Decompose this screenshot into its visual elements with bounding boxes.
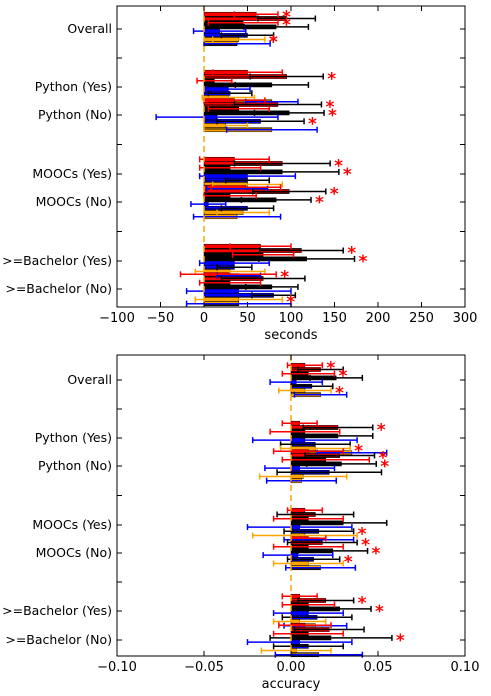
x-axis-label-accuracy: accuracy — [262, 677, 321, 692]
significance-star: * — [326, 358, 335, 378]
x-axis-label-seconds: seconds — [264, 328, 317, 343]
significance-star: * — [339, 367, 348, 387]
y-category-label: Python (Yes) — [35, 430, 112, 445]
x-tick-label: −0.10 — [97, 660, 137, 675]
significance-star: * — [280, 267, 289, 287]
y-category-label: Overall — [67, 21, 112, 36]
significance-star: * — [327, 70, 336, 90]
errorbars-accuracy — [246, 362, 393, 658]
axes-frame-seconds — [116, 5, 466, 308]
x-tick-label: 0.10 — [451, 660, 480, 675]
x-tick-label: 0.00 — [277, 660, 306, 675]
x-tick-label: 150 — [322, 311, 347, 326]
chart-accuracy: −0.10 −0.05 0.00 0.05 0.10 Overall Python (Ye… — [2, 354, 479, 692]
significance-star: * — [282, 16, 291, 36]
x-ticks-accuracy: −0.10 −0.05 0.00 0.05 0.10 — [97, 355, 479, 675]
significance-star: * — [335, 384, 344, 404]
y-categories-accuracy: Overall Python (Yes) Python (No) MOOCs (Yes… — [2, 372, 465, 647]
significance-star: * — [286, 293, 295, 313]
x-tick-label: 100 — [279, 311, 304, 326]
y-category-label: >=Bachelor (No) — [5, 632, 112, 647]
bar-hatch — [204, 248, 302, 253]
x-tick-label: −50 — [147, 311, 174, 326]
bar-hatch — [204, 110, 290, 115]
chart-seconds: −100 −50 0 50 100 150 200 250 300 Overall Python … — [2, 5, 477, 343]
significance-stars-seconds: ********* **** *** — [269, 7, 368, 312]
y-category-label: Python (No) — [38, 107, 112, 122]
y-category-label: MOOCs (Yes) — [32, 166, 112, 181]
significance-star: * — [347, 244, 356, 264]
significance-stars-accuracy: * **** **** *** ** — [326, 358, 405, 651]
significance-star: * — [344, 552, 353, 572]
significance-star: * — [361, 536, 370, 556]
significance-star: * — [396, 631, 405, 651]
x-tick-label: 300 — [453, 311, 478, 326]
significance-star: * — [354, 442, 363, 462]
y-category-label: MOOCs (No) — [36, 545, 112, 560]
y-category-label: >=Bachelor (Yes) — [2, 253, 112, 268]
bar-hatch — [204, 189, 290, 194]
x-tick-label: −0.05 — [184, 660, 224, 675]
significance-star: * — [282, 7, 291, 27]
x-tick-label: −100 — [99, 311, 135, 326]
y-category-label: Overall — [67, 372, 112, 387]
significance-star: * — [269, 33, 278, 53]
significance-star: * — [380, 457, 389, 477]
errorbars-seconds — [155, 11, 356, 307]
significance-star: * — [379, 449, 388, 469]
significance-star: * — [334, 157, 343, 177]
y-category-label: >=Bachelor (No) — [5, 281, 112, 296]
significance-star: * — [325, 98, 334, 118]
x-tick-label: 200 — [366, 311, 391, 326]
bar-hatch — [204, 74, 287, 79]
x-tick-label: 250 — [409, 311, 434, 326]
x-tick-label: 0.05 — [364, 660, 393, 675]
y-category-label: MOOCs (No) — [36, 194, 112, 209]
x-tick-label: 0 — [200, 311, 208, 326]
x-ticks-seconds: −100 −50 0 50 100 150 200 250 300 — [99, 6, 477, 326]
bar-hatch — [204, 16, 287, 21]
bar-hatch — [204, 284, 272, 289]
significance-star: * — [358, 524, 367, 544]
significance-star: * — [359, 252, 368, 272]
significance-star: * — [330, 185, 339, 205]
significance-star: * — [343, 165, 352, 185]
y-category-label: Python (Yes) — [35, 79, 112, 94]
y-category-label: MOOCs (Yes) — [32, 517, 112, 532]
significance-star: * — [375, 602, 384, 622]
bar-hatch — [204, 256, 307, 261]
significance-star: * — [308, 114, 317, 134]
significance-star: * — [358, 594, 367, 614]
bar-hatch — [204, 293, 274, 298]
y-category-label: >=Bachelor (Yes) — [2, 603, 112, 618]
significance-star: * — [315, 193, 324, 213]
y-category-label: Python (No) — [38, 458, 112, 473]
significance-star: * — [328, 106, 337, 126]
significance-star: * — [377, 421, 386, 441]
bar-hatch — [204, 99, 272, 104]
bar-hatch — [204, 24, 277, 29]
bar-hatch — [204, 197, 277, 202]
significance-star: * — [269, 33, 278, 53]
y-categories-seconds: Overall Python (Yes) Python (No) MOOCs (Yes… — [2, 21, 465, 296]
x-tick-label: 50 — [239, 311, 256, 326]
significance-star: * — [372, 544, 381, 564]
